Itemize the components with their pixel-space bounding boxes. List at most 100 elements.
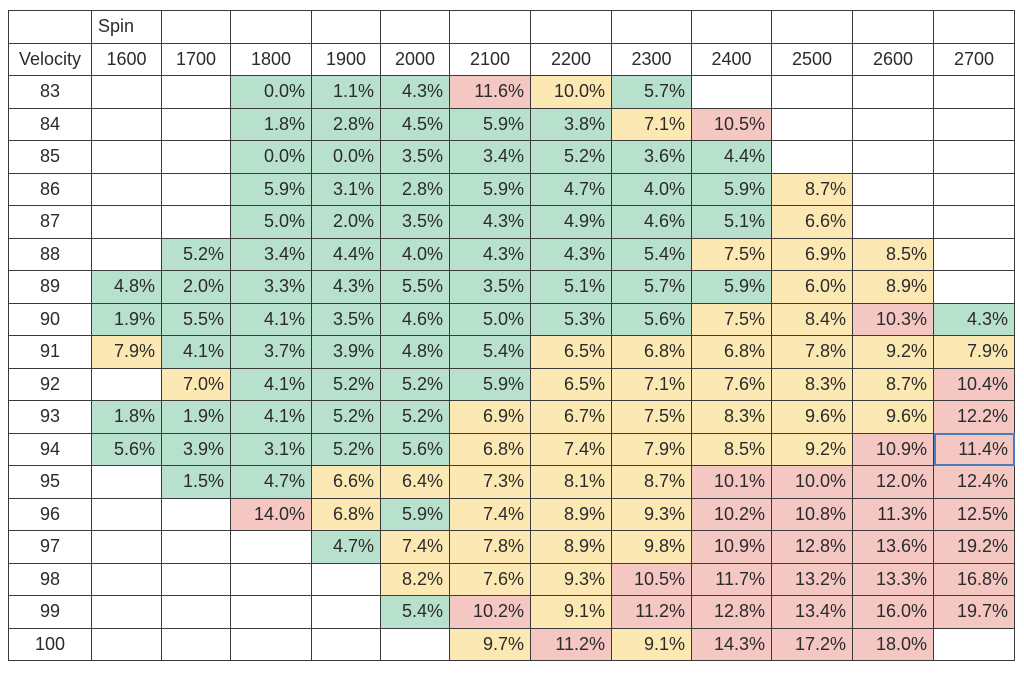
- rate-cell[interactable]: 3.1%: [230, 432, 312, 466]
- rate-cell[interactable]: [230, 627, 312, 661]
- rate-cell[interactable]: 5.3%: [530, 302, 612, 336]
- rate-cell[interactable]: 8.7%: [771, 172, 853, 206]
- rate-cell[interactable]: 5.5%: [380, 270, 450, 304]
- rate-cell[interactable]: 5.0%: [449, 302, 531, 336]
- rate-cell[interactable]: [852, 205, 934, 239]
- rate-cell[interactable]: 10.3%: [852, 302, 934, 336]
- rate-cell[interactable]: 10.0%: [530, 75, 612, 109]
- rate-cell[interactable]: 4.5%: [380, 107, 450, 141]
- rate-cell[interactable]: [91, 205, 162, 239]
- rate-cell[interactable]: 3.9%: [311, 335, 381, 369]
- rate-cell[interactable]: 4.3%: [530, 237, 612, 271]
- rate-cell[interactable]: 4.7%: [311, 530, 381, 564]
- rate-cell[interactable]: 7.8%: [449, 530, 531, 564]
- rate-cell[interactable]: 4.8%: [380, 335, 450, 369]
- velocity-value-cell[interactable]: 86: [8, 172, 92, 206]
- rate-cell[interactable]: 4.0%: [380, 237, 450, 271]
- rate-cell[interactable]: 7.5%: [691, 302, 772, 336]
- velocity-value-cell[interactable]: 98: [8, 562, 92, 596]
- rate-cell[interactable]: 13.4%: [771, 595, 853, 629]
- rate-cell[interactable]: 6.4%: [380, 465, 450, 499]
- rate-cell[interactable]: 1.9%: [161, 400, 231, 434]
- rate-cell[interactable]: 4.1%: [230, 302, 312, 336]
- rate-cell[interactable]: [91, 530, 162, 564]
- spin-value-cell[interactable]: 1800: [230, 42, 312, 76]
- rate-cell[interactable]: 4.3%: [311, 270, 381, 304]
- rate-cell[interactable]: 1.5%: [161, 465, 231, 499]
- rate-cell[interactable]: [852, 140, 934, 174]
- rate-cell[interactable]: 7.1%: [611, 107, 692, 141]
- spin-value-cell[interactable]: 1600: [91, 42, 162, 76]
- rate-cell[interactable]: [230, 562, 312, 596]
- rate-cell[interactable]: 7.9%: [91, 335, 162, 369]
- rate-cell[interactable]: 5.0%: [230, 205, 312, 239]
- rate-cell[interactable]: 17.2%: [771, 627, 853, 661]
- spin-value-cell[interactable]: 1900: [311, 42, 381, 76]
- spin-value-cell[interactable]: 1700: [161, 42, 231, 76]
- velocity-value-cell[interactable]: 90: [8, 302, 92, 336]
- rate-cell[interactable]: 5.9%: [449, 367, 531, 401]
- rate-cell[interactable]: [161, 107, 231, 141]
- rate-cell[interactable]: 3.8%: [530, 107, 612, 141]
- rate-cell[interactable]: 11.2%: [530, 627, 612, 661]
- rate-cell[interactable]: 16.0%: [852, 595, 934, 629]
- rate-cell[interactable]: 7.1%: [611, 367, 692, 401]
- rate-cell[interactable]: 7.5%: [691, 237, 772, 271]
- rate-cell[interactable]: [91, 107, 162, 141]
- spin-value-cell[interactable]: 2500: [771, 42, 853, 76]
- rate-cell[interactable]: [161, 595, 231, 629]
- rate-cell[interactable]: 2.0%: [161, 270, 231, 304]
- rate-cell[interactable]: 0.0%: [311, 140, 381, 174]
- rate-cell[interactable]: 10.2%: [449, 595, 531, 629]
- rate-cell[interactable]: 6.5%: [530, 367, 612, 401]
- rate-cell[interactable]: 5.4%: [449, 335, 531, 369]
- rate-cell[interactable]: 10.0%: [771, 465, 853, 499]
- rate-cell[interactable]: 5.9%: [230, 172, 312, 206]
- rate-cell[interactable]: [691, 75, 772, 109]
- grid-cell[interactable]: [611, 10, 692, 44]
- grid-cell[interactable]: [230, 10, 312, 44]
- rate-cell[interactable]: 9.1%: [530, 595, 612, 629]
- rate-cell[interactable]: 4.3%: [380, 75, 450, 109]
- rate-cell[interactable]: 3.4%: [230, 237, 312, 271]
- rate-cell[interactable]: 3.6%: [611, 140, 692, 174]
- rate-cell[interactable]: [161, 205, 231, 239]
- rate-cell[interactable]: 3.7%: [230, 335, 312, 369]
- rate-cell[interactable]: 7.0%: [161, 367, 231, 401]
- spin-value-cell[interactable]: 2100: [449, 42, 531, 76]
- rate-cell[interactable]: 7.6%: [691, 367, 772, 401]
- rate-cell[interactable]: 8.7%: [611, 465, 692, 499]
- rate-cell[interactable]: 6.8%: [311, 497, 381, 531]
- rate-cell[interactable]: 4.0%: [611, 172, 692, 206]
- rate-cell[interactable]: 7.4%: [380, 530, 450, 564]
- rate-cell[interactable]: [91, 367, 162, 401]
- rate-cell[interactable]: 8.5%: [691, 432, 772, 466]
- rate-cell[interactable]: 7.9%: [611, 432, 692, 466]
- rate-cell[interactable]: 13.6%: [852, 530, 934, 564]
- rate-cell[interactable]: [933, 205, 1015, 239]
- velocity-value-cell[interactable]: 89: [8, 270, 92, 304]
- rate-cell[interactable]: 9.7%: [449, 627, 531, 661]
- rate-cell[interactable]: 5.2%: [311, 400, 381, 434]
- rate-cell[interactable]: 1.8%: [230, 107, 312, 141]
- rate-cell[interactable]: 19.7%: [933, 595, 1015, 629]
- rate-cell[interactable]: [161, 562, 231, 596]
- rate-cell[interactable]: [91, 172, 162, 206]
- rate-cell[interactable]: 10.5%: [611, 562, 692, 596]
- rate-cell[interactable]: [311, 562, 381, 596]
- rate-cell[interactable]: 5.5%: [161, 302, 231, 336]
- rate-cell[interactable]: 8.3%: [771, 367, 853, 401]
- rate-cell[interactable]: 8.9%: [530, 497, 612, 531]
- rate-cell[interactable]: 6.9%: [449, 400, 531, 434]
- rate-cell[interactable]: 0.0%: [230, 140, 312, 174]
- rate-cell[interactable]: [771, 75, 853, 109]
- rate-cell[interactable]: [91, 627, 162, 661]
- rate-cell[interactable]: 10.2%: [691, 497, 772, 531]
- rate-cell[interactable]: 4.9%: [530, 205, 612, 239]
- rate-cell[interactable]: [380, 627, 450, 661]
- rate-cell[interactable]: 4.7%: [530, 172, 612, 206]
- rate-cell[interactable]: 7.4%: [449, 497, 531, 531]
- velocity-value-cell[interactable]: 97: [8, 530, 92, 564]
- rate-cell[interactable]: 7.3%: [449, 465, 531, 499]
- rate-cell[interactable]: 18.0%: [852, 627, 934, 661]
